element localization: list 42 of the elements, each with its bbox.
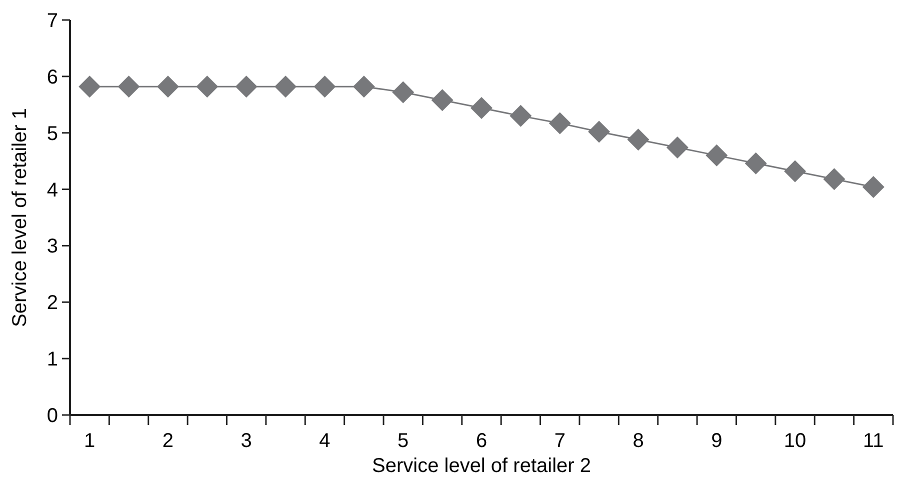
y-tick-label: 6: [46, 66, 58, 88]
point: [470, 97, 492, 120]
point: [744, 152, 767, 174]
point: [78, 76, 101, 98]
x-tick-label: 5: [398, 430, 409, 452]
x-tick-label: 4: [319, 430, 330, 452]
y-tick-label: 3: [46, 236, 58, 258]
y-tick-label: 2: [46, 292, 58, 314]
x-tick-label: 1: [84, 430, 96, 452]
y-tick-label: 5: [46, 122, 58, 145]
point: [392, 81, 414, 104]
point: [196, 76, 218, 98]
x-tick-label: 8: [632, 430, 644, 452]
point: [274, 76, 297, 98]
x-tick-label: 7: [554, 430, 566, 452]
point: [235, 76, 258, 98]
y-tick-label: 0: [46, 405, 58, 427]
point: [548, 112, 571, 134]
point: [588, 120, 610, 143]
point: [627, 128, 650, 151]
point: [118, 76, 140, 98]
x-tick-label: 9: [711, 430, 722, 452]
x-tick-label: 6: [476, 430, 488, 452]
point: [314, 76, 336, 98]
y-tick-label: 1: [46, 348, 58, 371]
point: [706, 144, 728, 166]
point: [431, 89, 454, 112]
point: [862, 176, 884, 198]
point: [823, 168, 846, 190]
y-axis-title: Service level of retailer 1: [9, 108, 31, 327]
x-tick-label: 11: [863, 430, 884, 452]
y-tick-label: 4: [46, 179, 58, 202]
point: [352, 76, 375, 98]
x-axis-title: Service level of retailer 2: [372, 455, 591, 477]
x-tick-label: 3: [240, 430, 252, 452]
point: [784, 160, 806, 182]
y-tick-label: 7: [46, 10, 58, 32]
point: [666, 136, 688, 159]
point: [510, 104, 532, 127]
x-tick-label: 10: [784, 430, 806, 452]
x-tick-label: 2: [162, 430, 174, 452]
point: [156, 76, 179, 98]
